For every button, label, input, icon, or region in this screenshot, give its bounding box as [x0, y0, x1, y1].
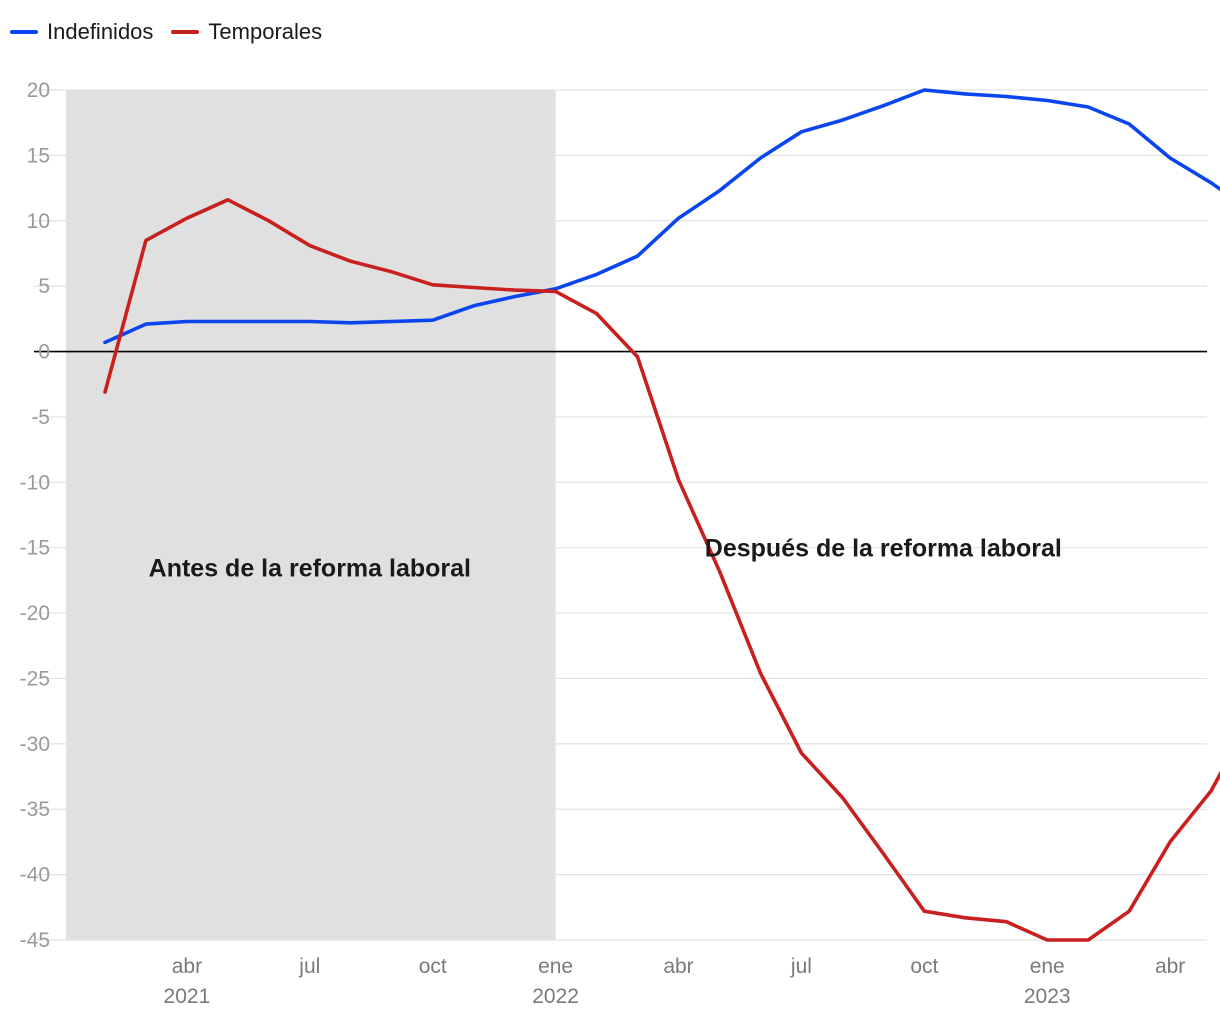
shaded-region-group	[66, 90, 556, 940]
x-tick-year-0: 2021	[164, 985, 211, 1008]
x-tick-label-7: ene	[1030, 955, 1065, 978]
x-axis-ticks: abr 2021 jul oct ene 2022 abr jul oct ene 2023 abr	[164, 955, 1186, 1008]
annotation-1: Después de la reforma laboral	[705, 535, 1062, 563]
y-tick-label-13: -45	[20, 929, 50, 952]
annotation-0: Antes de la reforma laboral	[149, 554, 471, 582]
y-tick-label-12: -40	[20, 864, 50, 887]
y-tick-label-4: 0	[38, 341, 50, 364]
x-tick-label-4: abr	[663, 955, 693, 978]
y-tick-label-1: 15	[27, 144, 50, 167]
gridlines-group	[34, 89, 1207, 941]
shaded-region-before-reform	[66, 90, 556, 940]
x-tick-label-6: oct	[910, 955, 938, 978]
legend-item-temporales[interactable]: Temporales	[171, 19, 322, 45]
legend-swatch-temporales	[171, 30, 200, 34]
x-tick-label-2: oct	[419, 955, 447, 978]
y-tick-label-6: -10	[20, 471, 50, 494]
legend-label-temporales: Temporales	[208, 19, 323, 44]
annotations-group: Antes de la reforma laboral Después de la…	[149, 535, 1062, 583]
x-tick-label-3: ene	[538, 955, 573, 978]
legend-swatch-indefinidos	[10, 30, 38, 34]
series-line-temporales	[103, 198, 1220, 942]
legend: Indefinidos Temporales	[10, 16, 322, 48]
y-tick-label-0: 20	[27, 79, 50, 102]
x-tick-label-5: jul	[790, 955, 812, 978]
x-tick-year-7: 2023	[1024, 985, 1071, 1008]
y-axis-ticks: 20 15 10 5 0 -5 -10 -15 -20 -25 -30 -35 -40 -45	[20, 79, 50, 952]
legend-label-indefinidos: Indefinidos	[47, 19, 154, 44]
x-tick-label-8: abr	[1155, 955, 1185, 978]
series-line-indefinidos	[103, 88, 1220, 345]
series-lines-group	[103, 88, 1220, 942]
y-tick-label-5: -5	[31, 406, 50, 429]
y-tick-label-2: 10	[27, 210, 50, 233]
y-tick-label-8: -20	[20, 602, 50, 625]
y-tick-label-10: -30	[20, 733, 50, 756]
x-tick-label-0: abr	[172, 955, 202, 978]
y-tick-label-7: -15	[20, 537, 50, 560]
y-tick-label-3: 5	[38, 275, 50, 298]
x-tick-year-3: 2022	[532, 985, 579, 1008]
y-tick-label-11: -35	[20, 798, 50, 821]
legend-item-indefinidos[interactable]: Indefinidos	[10, 19, 153, 45]
y-tick-label-9: -25	[20, 667, 50, 690]
x-tick-label-1: jul	[298, 955, 320, 978]
